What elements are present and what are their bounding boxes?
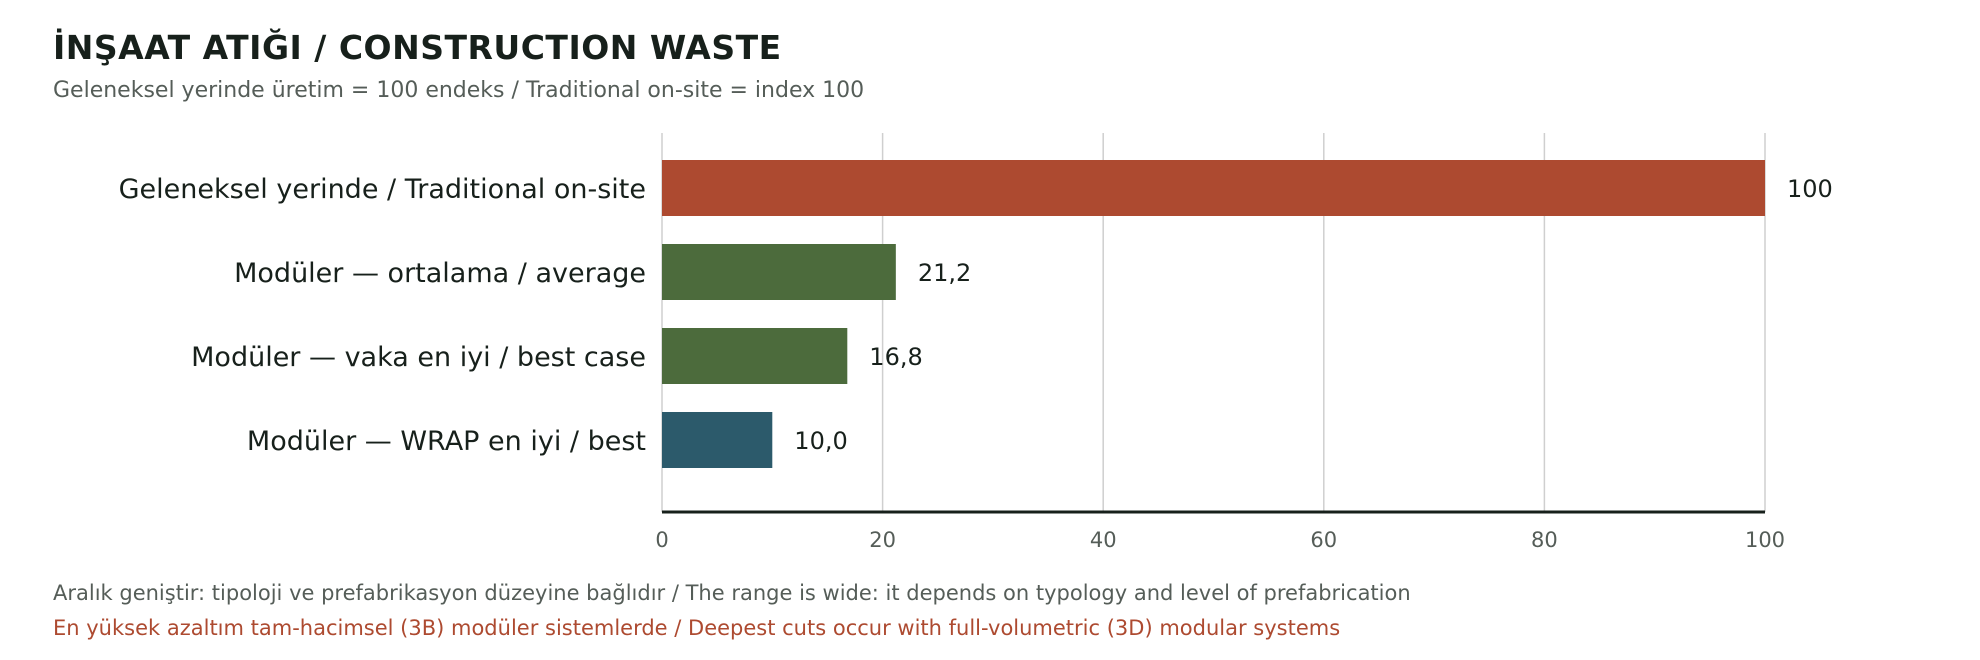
chart-title: İNŞAAT ATIĞI / CONSTRUCTION WASTE xyxy=(53,28,782,67)
category-label-2: Modüler — vaka en iyi / best case xyxy=(191,342,646,373)
value-label-3: 10,0 xyxy=(794,427,847,455)
highlight-note: En yüksek azaltım tam-hacimsel (3B) modü… xyxy=(53,616,1341,640)
x-tick-label-100: 100 xyxy=(1745,528,1785,552)
x-axis: 0 20 40 60 80 100 xyxy=(655,510,1785,552)
category-label-0: Geleneksel yerinde / Traditional on-site xyxy=(119,174,646,205)
x-tick-label-20: 20 xyxy=(869,528,896,552)
x-tick-label-80: 80 xyxy=(1531,528,1558,552)
bar-chart: Geleneksel yerinde / Traditional on-site… xyxy=(119,133,1833,552)
x-tick-label-60: 60 xyxy=(1310,528,1337,552)
bar-3 xyxy=(662,412,773,468)
chart-subtitle: Geleneksel yerinde üretim = 100 endeks /… xyxy=(53,78,865,103)
bar-2 xyxy=(662,328,848,384)
value-label-0: 100 xyxy=(1787,175,1833,203)
value-label-2: 16,8 xyxy=(869,343,922,371)
value-label-1: 21,2 xyxy=(918,259,971,287)
x-tick-label-40: 40 xyxy=(1090,528,1117,552)
category-label-3: Modüler — WRAP en iyi / best xyxy=(247,426,646,457)
bar-1 xyxy=(662,244,896,300)
bar-0 xyxy=(662,160,1765,216)
category-label-1: Modüler — ortalama / average xyxy=(234,258,646,289)
bars: Geleneksel yerinde / Traditional on-site… xyxy=(119,160,1833,468)
x-tick-label-0: 0 xyxy=(655,528,668,552)
range-note: Aralık geniştir: tipoloji ve prefabrikas… xyxy=(53,581,1411,605)
